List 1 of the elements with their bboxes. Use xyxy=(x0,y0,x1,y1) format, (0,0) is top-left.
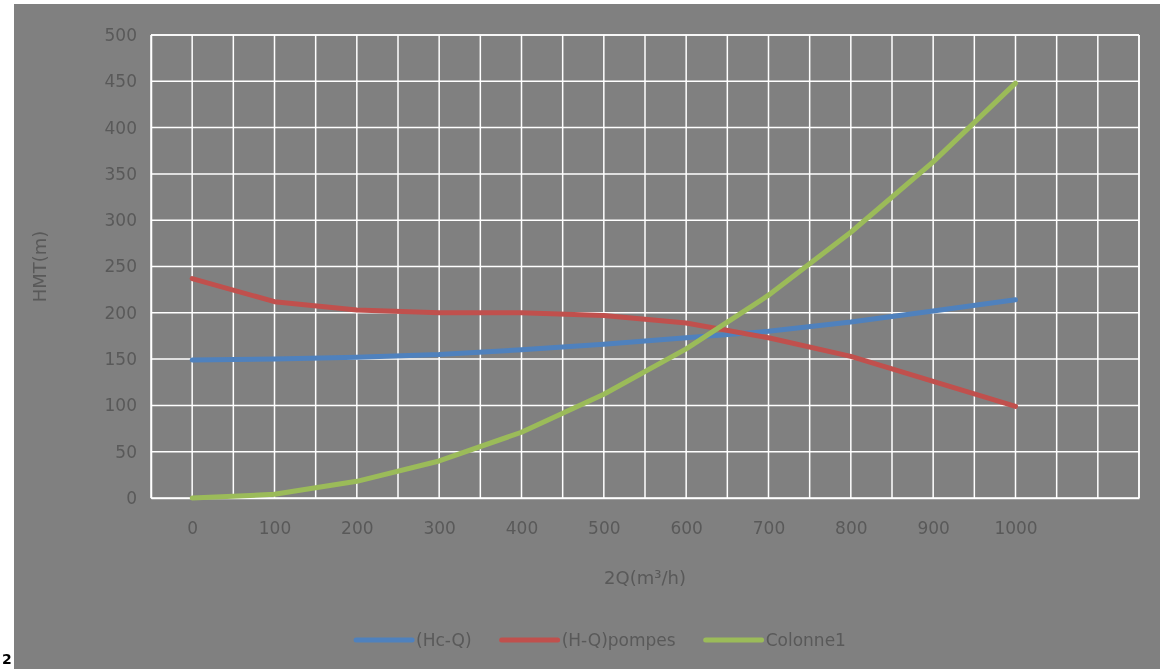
text: 2 xyxy=(2,651,12,667)
